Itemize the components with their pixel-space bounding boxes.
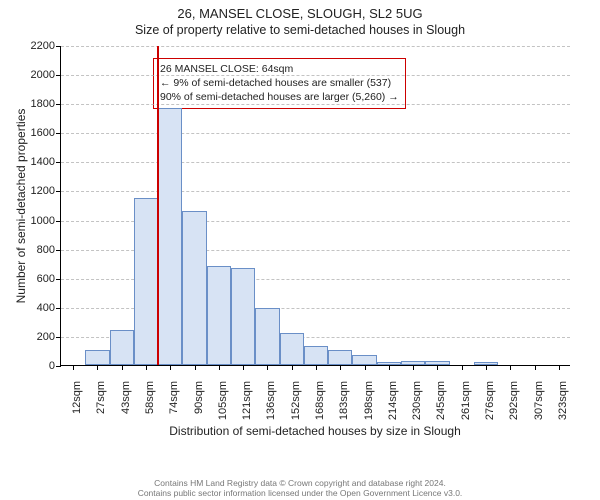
ytick-mark	[56, 366, 61, 367]
histogram-bar	[328, 350, 352, 365]
ytick-label: 1000	[31, 215, 55, 227]
footer-line-1: Contains HM Land Registry data © Crown c…	[0, 478, 600, 488]
xtick-mark	[267, 365, 268, 370]
xtick-label: 230sqm	[411, 381, 423, 420]
ytick-mark	[56, 162, 61, 163]
xtick-label: 136sqm	[265, 381, 277, 420]
xtick-mark	[559, 365, 560, 370]
xtick-label: 105sqm	[217, 381, 229, 420]
property-marker-line	[157, 46, 159, 365]
xtick-label: 74sqm	[168, 381, 180, 414]
gridline	[61, 191, 570, 192]
ytick-mark	[56, 308, 61, 309]
ytick-mark	[56, 133, 61, 134]
legend-line-1: ← 9% of semi-detached houses are smaller…	[160, 76, 399, 90]
histogram-bar	[158, 108, 182, 365]
xtick-label: 214sqm	[387, 381, 399, 420]
ytick-label: 0	[49, 360, 55, 372]
xtick-label: 12sqm	[71, 381, 83, 414]
histogram-bar	[255, 308, 279, 365]
y-axis-title: Number of semi-detached properties	[14, 109, 28, 304]
xtick-mark	[462, 365, 463, 370]
xtick-label: 152sqm	[290, 381, 302, 420]
histogram-bar	[110, 330, 134, 365]
xtick-label: 276sqm	[484, 381, 496, 420]
chart-area: Number of semi-detached properties 26 MA…	[0, 38, 600, 458]
ytick-mark	[56, 221, 61, 222]
ytick-label: 1800	[31, 98, 55, 110]
histogram-bar	[280, 333, 304, 365]
xtick-label: 168sqm	[314, 381, 326, 420]
ytick-label: 800	[37, 244, 55, 256]
xtick-label: 58sqm	[144, 381, 156, 414]
xtick-label: 121sqm	[241, 381, 253, 420]
gridline	[61, 133, 570, 134]
xtick-mark	[292, 365, 293, 370]
xtick-mark	[243, 365, 244, 370]
ytick-mark	[56, 46, 61, 47]
ytick-label: 600	[37, 273, 55, 285]
xtick-label: 245sqm	[435, 381, 447, 420]
gridline	[61, 46, 570, 47]
histogram-bar	[352, 355, 376, 365]
ytick-mark	[56, 191, 61, 192]
x-axis-title: Distribution of semi-detached houses by …	[169, 424, 461, 438]
marker-legend: 26 MANSEL CLOSE: 64sqm← 9% of semi-detac…	[153, 58, 406, 109]
xtick-mark	[389, 365, 390, 370]
ytick-label: 200	[37, 331, 55, 343]
histogram-bar	[182, 211, 206, 365]
xtick-label: 323sqm	[557, 381, 569, 420]
ytick-mark	[56, 250, 61, 251]
xtick-label: 43sqm	[120, 381, 132, 414]
xtick-mark	[146, 365, 147, 370]
xtick-label: 90sqm	[193, 381, 205, 414]
footer-line-2: Contains public sector information licen…	[0, 488, 600, 498]
xtick-mark	[437, 365, 438, 370]
chart-title-sub: Size of property relative to semi-detach…	[0, 23, 600, 37]
xtick-mark	[97, 365, 98, 370]
xtick-mark	[510, 365, 511, 370]
plot-area: 26 MANSEL CLOSE: 64sqm← 9% of semi-detac…	[60, 46, 570, 366]
ytick-mark	[56, 279, 61, 280]
ytick-label: 400	[37, 302, 55, 314]
xtick-mark	[535, 365, 536, 370]
ytick-label: 2200	[31, 40, 55, 52]
gridline	[61, 75, 570, 76]
chart-title-main: 26, MANSEL CLOSE, SLOUGH, SL2 5UG	[0, 6, 600, 21]
xtick-mark	[122, 365, 123, 370]
xtick-mark	[170, 365, 171, 370]
xtick-mark	[195, 365, 196, 370]
xtick-mark	[340, 365, 341, 370]
xtick-label: 27sqm	[95, 381, 107, 414]
xtick-mark	[486, 365, 487, 370]
ytick-label: 1600	[31, 127, 55, 139]
histogram-bar	[304, 346, 328, 365]
xtick-mark	[316, 365, 317, 370]
ytick-mark	[56, 104, 61, 105]
histogram-bar	[85, 350, 109, 365]
xtick-mark	[365, 365, 366, 370]
xtick-mark	[413, 365, 414, 370]
xtick-label: 198sqm	[363, 381, 375, 420]
ytick-label: 1200	[31, 185, 55, 197]
xtick-label: 307sqm	[533, 381, 545, 420]
ytick-label: 1400	[31, 156, 55, 168]
gridline	[61, 162, 570, 163]
xtick-label: 183sqm	[338, 381, 350, 420]
histogram-bar	[134, 198, 158, 365]
histogram-bar	[207, 266, 231, 365]
attribution-footer: Contains HM Land Registry data © Crown c…	[0, 478, 600, 498]
legend-line-0: 26 MANSEL CLOSE: 64sqm	[160, 62, 399, 76]
legend-line-2: 90% of semi-detached houses are larger (…	[160, 90, 399, 104]
ytick-mark	[56, 337, 61, 338]
ytick-label: 2000	[31, 69, 55, 81]
xtick-mark	[73, 365, 74, 370]
histogram-bar	[231, 268, 255, 365]
xtick-label: 261sqm	[460, 381, 472, 420]
xtick-mark	[219, 365, 220, 370]
ytick-mark	[56, 75, 61, 76]
gridline	[61, 104, 570, 105]
xtick-label: 292sqm	[508, 381, 520, 420]
